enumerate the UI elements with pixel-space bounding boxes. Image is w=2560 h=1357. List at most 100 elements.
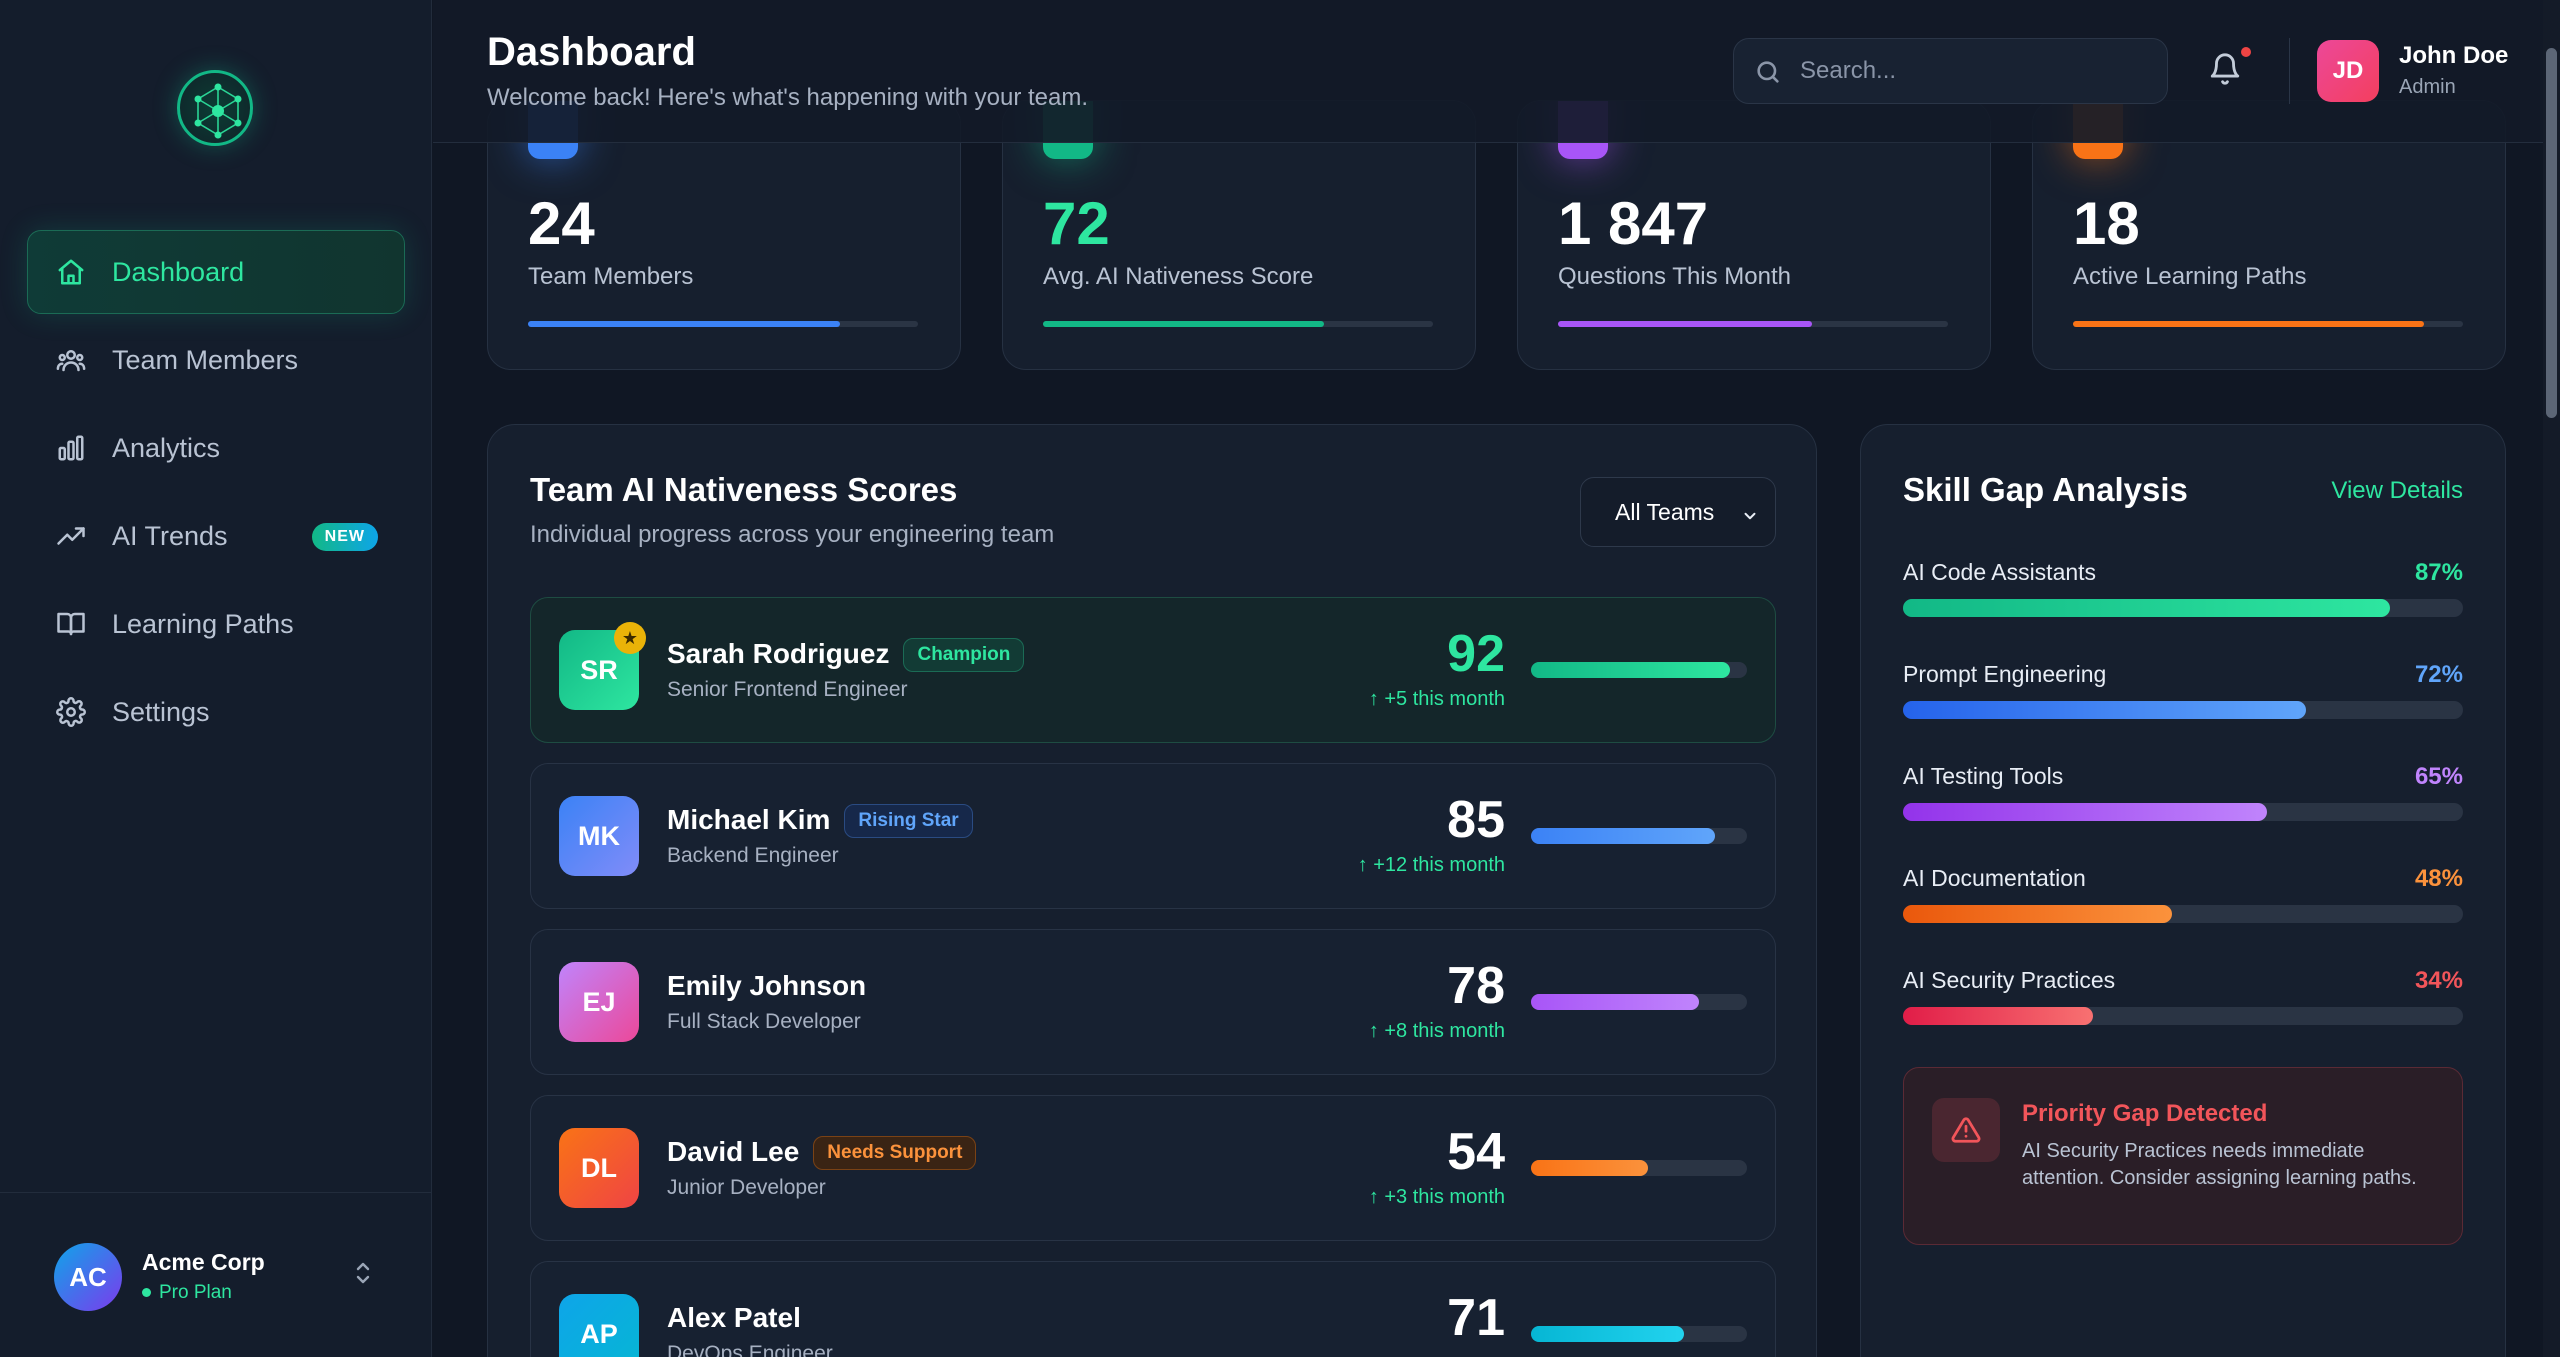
notification-dot [2241,47,2251,57]
arrow-up-icon: ↑ [1357,854,1374,876]
skill-bar-fill [1903,803,2267,821]
star-icon: ★ [614,622,646,654]
team-filter-select[interactable]: All Teams [1580,477,1776,547]
stat-progress [2073,321,2463,327]
sidebar-item-label: Settings [112,696,210,727]
member-avatar: EJ [559,962,639,1042]
arrow-up-icon: ↑ [1368,1020,1385,1042]
warning-icon [1932,1098,2000,1162]
sidebar-item-learning-paths[interactable]: Learning Paths [27,582,405,666]
gear-icon [56,697,86,727]
team-member-row[interactable]: SR ★ Sarah Rodriguez Champion Senior Fron… [530,597,1776,743]
book-open-icon [56,609,86,639]
stat-progress-fill [2073,321,2424,327]
search-box[interactable] [1733,38,2168,104]
member-score-bar [1531,1326,1747,1342]
stat-card-learning-paths: 18 Active Learning Paths [2032,100,2506,370]
member-tag: Needs Support [813,1136,977,1170]
scrollbar-thumb[interactable] [2546,48,2557,418]
skill-gap-panel: Skill Gap Analysis View Details AI Code … [1860,424,2506,1357]
sidebar-item-label: Analytics [112,432,221,463]
team-member-row[interactable]: DL David Lee Needs Support Junior Develop… [530,1095,1776,1241]
skill-label: Prompt Engineering [1903,661,2107,687]
team-member-row[interactable]: AP Alex Patel DevOps Engineer 71 [530,1261,1776,1357]
bell-icon[interactable] [2208,52,2242,91]
stat-card-questions: 1 847 Questions This Month [1517,100,1991,370]
org-avatar[interactable]: AC [54,1243,122,1311]
member-score-bar [1531,662,1747,678]
member-name: Emily Johnson [667,970,866,1002]
org-switcher[interactable] [0,1192,432,1357]
member-score-fill [1531,662,1730,678]
skill-label: AI Code Assistants [1903,559,2097,585]
member-score-fill [1531,828,1715,844]
member-name-text: David Lee [667,1136,800,1167]
stat-value: 1 847 [1558,190,1709,257]
sidebar-item-analytics[interactable]: Analytics [27,406,405,490]
member-name: Michael Kim Rising Star [667,804,973,838]
skill-percent: 87% [2414,559,2463,586]
panel-title: Skill Gap Analysis [1903,471,2188,508]
stat-label: Questions This Month [1558,263,1792,290]
user-name[interactable]: John Doe [2399,42,2509,69]
search-input[interactable] [1800,39,2150,103]
member-delta-text: +5 this month [1384,688,1505,710]
member-name: Alex Patel [667,1302,801,1334]
member-role: DevOps Engineer [667,1342,833,1357]
skill-bar-fill [1903,1007,2094,1025]
team-member-row[interactable]: MK Michael Kim Rising Star Backend Engine… [530,763,1776,909]
panel-subtitle: Individual progress across your engineer… [530,521,1055,548]
member-delta: ↑ +12 this month [1358,854,1505,877]
stat-label: Team Members [528,263,694,290]
skill-percent: 34% [2414,967,2463,994]
stat-label: Active Learning Paths [2073,263,2307,290]
panel-title: Team AI Nativeness Scores [530,471,958,508]
page-title: Dashboard [487,30,696,74]
member-avatar: DL [559,1128,639,1208]
stat-label: Avg. AI Nativeness Score [1043,263,1314,290]
stat-progress [528,321,918,327]
stat-value: 24 [528,190,595,257]
member-role: Full Stack Developer [667,1010,861,1033]
skill-bar [1903,1007,2463,1025]
chevron-up-down-icon[interactable] [352,1260,374,1292]
alert-title: Priority Gap Detected [2022,1100,2268,1127]
member-name-text: Michael Kim [667,804,831,835]
skill-bar-fill [1903,701,2307,719]
team-member-row[interactable]: EJ Emily Johnson Full Stack Developer 78… [530,929,1776,1075]
member-score-bar [1531,828,1747,844]
member-name: David Lee Needs Support [667,1136,977,1170]
skill-bar [1903,905,2463,923]
sidebar-item-dashboard[interactable]: Dashboard [27,230,405,314]
alert-text: AI Security Practices needs immediate at… [2022,1140,2417,1189]
org-plan: Pro Plan [142,1282,232,1304]
header-divider [2289,38,2290,104]
skill-label: AI Security Practices [1903,967,2116,993]
member-name: Sarah Rodriguez Champion [667,638,1025,672]
logo-icon[interactable] [177,70,253,146]
member-score-fill [1531,994,1700,1010]
user-avatar[interactable]: JD [2317,40,2379,102]
stat-progress-fill [528,321,840,327]
sidebar-item-label: Learning Paths [112,608,294,639]
stat-progress [1558,321,1948,327]
skill-bar [1903,599,2463,617]
team-filter-value: All Teams [1615,498,1715,525]
team-scores-panel: Team AI Nativeness Scores Individual pro… [487,424,1817,1357]
sidebar-item-settings[interactable]: Settings [27,670,405,754]
sidebar-item-label: AI Trends [112,520,228,551]
users-icon [56,345,86,375]
sidebar-item-ai-trends[interactable]: AI Trends NEW [27,494,405,578]
arrow-up-icon: ↑ [1368,1186,1385,1208]
view-details-link[interactable]: View Details [2331,477,2463,504]
sidebar-nav: Dashboard Team Members Analytics AI Tren… [27,230,405,758]
skill-bar [1903,803,2463,821]
sidebar-item-label: Dashboard [112,256,245,287]
sidebar-item-team-members[interactable]: Team Members [27,318,405,402]
member-score: 71 [1447,1289,1505,1347]
skill-bar-fill [1903,599,2391,617]
member-score-fill [1531,1160,1648,1176]
search-icon [1754,58,1782,91]
member-delta-text: +3 this month [1384,1186,1505,1208]
stat-value: 18 [2073,190,2140,257]
